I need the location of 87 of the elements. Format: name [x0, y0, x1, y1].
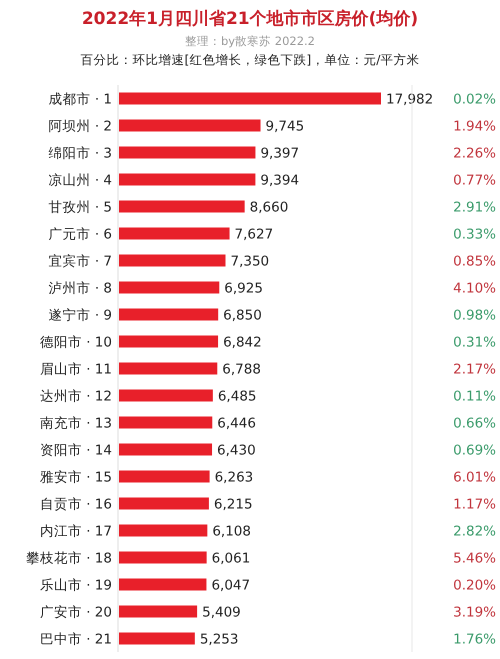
data-label: 6,925 [224, 280, 263, 296]
data-label: 6,263 [214, 470, 254, 486]
data-label: 6.01% [453, 470, 496, 486]
chart-subtitle: 整理：by散寒苏 2022.2 [185, 34, 315, 48]
y-tick-label: 泸州市 · 8 [48, 280, 112, 296]
data-label: 0.69% [453, 442, 496, 458]
data-label: 5,253 [200, 632, 238, 648]
bar [119, 282, 220, 294]
y-tick-label: 巴中市 · 21 [40, 632, 112, 648]
data-label: 6,788 [222, 362, 261, 378]
data-label: 2.26% [453, 146, 496, 162]
data-label: 9,397 [260, 146, 300, 162]
bar [119, 470, 210, 482]
y-tick-label: 凉山州 · 4 [48, 172, 112, 188]
data-label: 1.94% [453, 118, 496, 134]
y-tick-label: 德阳市 · 10 [40, 334, 112, 350]
data-label: 5.46% [453, 550, 496, 566]
text: 百分比：环比增速[红色增长，绿色下跌]，单位：元/平方米 [80, 52, 420, 67]
y-tick-label: 乐山市 · 19 [40, 578, 112, 594]
y-tick-label: 达州市 · 12 [40, 388, 112, 404]
chart-title: 2022年1月四川省21个地市市区房价(均价) [82, 9, 418, 29]
data-label: 6,108 [212, 524, 251, 540]
data-label: 3.19% [453, 604, 496, 620]
data-label: 6,047 [211, 578, 250, 594]
bar [119, 174, 256, 186]
y-tick-label: 广安市 · 20 [40, 604, 112, 620]
y-tick-label: 宜宾市 · 7 [48, 254, 112, 270]
data-label: 0.20% [453, 578, 496, 594]
y-tick-label: 南充市 · 13 [40, 416, 112, 432]
data-label: 2.82% [453, 524, 496, 540]
data-label: 7,350 [230, 254, 270, 270]
data-label: 0.33% [453, 226, 496, 242]
bar [119, 146, 256, 158]
bar [119, 200, 245, 212]
bar [119, 416, 212, 428]
bar [119, 632, 195, 644]
bar [119, 362, 218, 374]
data-label: 1.17% [453, 496, 496, 512]
bar [119, 524, 208, 536]
y-tick-label: 雅安市 · 15 [40, 470, 112, 486]
data-label: 9,745 [266, 118, 304, 134]
data-label: 7,627 [234, 226, 274, 242]
bar [119, 552, 207, 564]
y-tick-label: 资阳市 · 14 [40, 442, 112, 458]
bar [119, 606, 198, 618]
bar [119, 578, 206, 590]
data-label: 0.98% [453, 308, 496, 324]
y-tick-label: 眉山市 · 11 [40, 362, 112, 378]
data-label: 6,485 [218, 388, 257, 404]
y-tick-label: 广元市 · 6 [48, 226, 112, 242]
data-label: 4.10% [453, 280, 496, 296]
data-label: 6,430 [217, 442, 256, 458]
data-label: 5,409 [202, 604, 241, 620]
data-label: 2.91% [453, 200, 496, 216]
data-label: 6,215 [214, 496, 253, 512]
y-tick-label: 内江市 · 17 [40, 524, 112, 540]
data-label: 0.77% [453, 172, 496, 188]
data-label: 6,061 [212, 550, 250, 566]
y-tick-label: 遂宁市 · 9 [48, 308, 112, 324]
y-tick-label: 自贡市 · 16 [40, 496, 112, 512]
bar [119, 390, 213, 402]
bar [119, 308, 218, 320]
y-tick-label: 攀枝花市 · 18 [26, 550, 112, 566]
data-label: 2.17% [453, 362, 496, 378]
bar [119, 336, 218, 348]
y-tick-label: 阿坝州 · 2 [48, 118, 112, 134]
data-label: 8,660 [250, 200, 288, 216]
y-tick-label: 甘孜州 · 5 [48, 200, 112, 216]
bar [119, 444, 212, 456]
bar [119, 120, 261, 132]
data-label: 9,394 [260, 172, 300, 188]
data-label: 6,850 [223, 308, 262, 324]
data-label: 0.85% [453, 254, 496, 270]
data-label: 0.31% [453, 334, 496, 350]
bar [119, 498, 209, 510]
y-tick-label: 绵阳市 · 3 [48, 146, 112, 162]
bar [119, 254, 226, 266]
bar [119, 228, 230, 240]
data-label: 17,982 [386, 92, 434, 108]
data-label: 6,842 [223, 334, 262, 350]
data-label: 1.76% [453, 632, 496, 648]
data-label: 0.66% [453, 416, 496, 432]
data-label: 0.02% [453, 92, 496, 108]
data-label: 6,446 [217, 416, 256, 432]
y-tick-label: 成都市 · 1 [48, 92, 112, 108]
bar [119, 92, 381, 104]
data-label: 0.11% [453, 388, 496, 404]
